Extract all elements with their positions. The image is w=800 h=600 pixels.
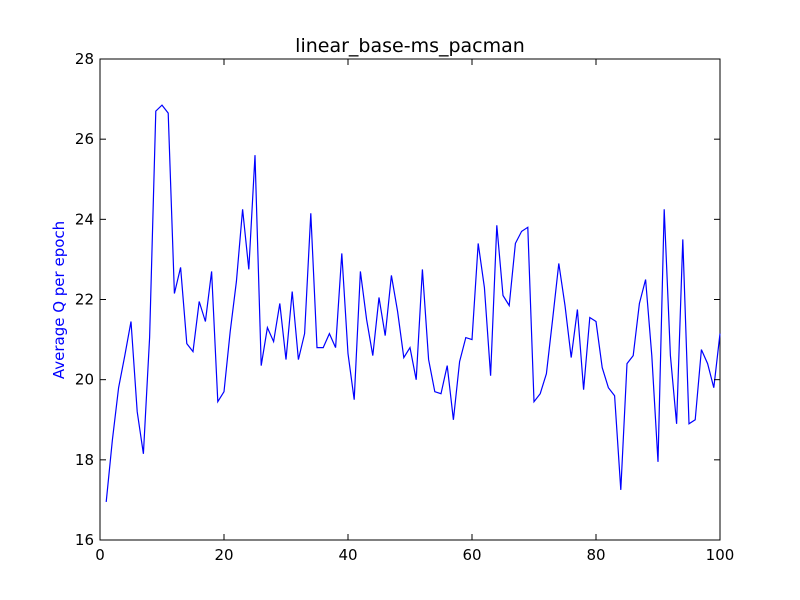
x-tick-label: 20 bbox=[214, 546, 233, 564]
y-tick-label: 24 bbox=[75, 210, 94, 228]
y-axis-label: Average Q per epoch bbox=[50, 221, 68, 379]
y-tick-label: 16 bbox=[75, 531, 94, 549]
x-tick-label: 60 bbox=[462, 546, 481, 564]
y-tick-label: 28 bbox=[75, 50, 94, 68]
y-tick-label: 26 bbox=[75, 130, 94, 148]
y-tick-label: 20 bbox=[75, 371, 94, 389]
series-line-0 bbox=[105, 104, 721, 502]
x-tick-label: 100 bbox=[706, 546, 735, 564]
x-tick-label: 40 bbox=[338, 546, 357, 564]
y-tick-label: 22 bbox=[75, 291, 94, 309]
x-tick-label: 0 bbox=[95, 546, 105, 564]
series-layer bbox=[105, 104, 721, 502]
ticks-layer: 0 20 40 60 80 100 16 18 20 22 24 26 28 bbox=[75, 50, 734, 564]
chart-title: linear_base-ms_pacman bbox=[295, 35, 525, 57]
y-tick-label: 18 bbox=[75, 451, 94, 469]
x-tick-label: 80 bbox=[586, 546, 605, 564]
